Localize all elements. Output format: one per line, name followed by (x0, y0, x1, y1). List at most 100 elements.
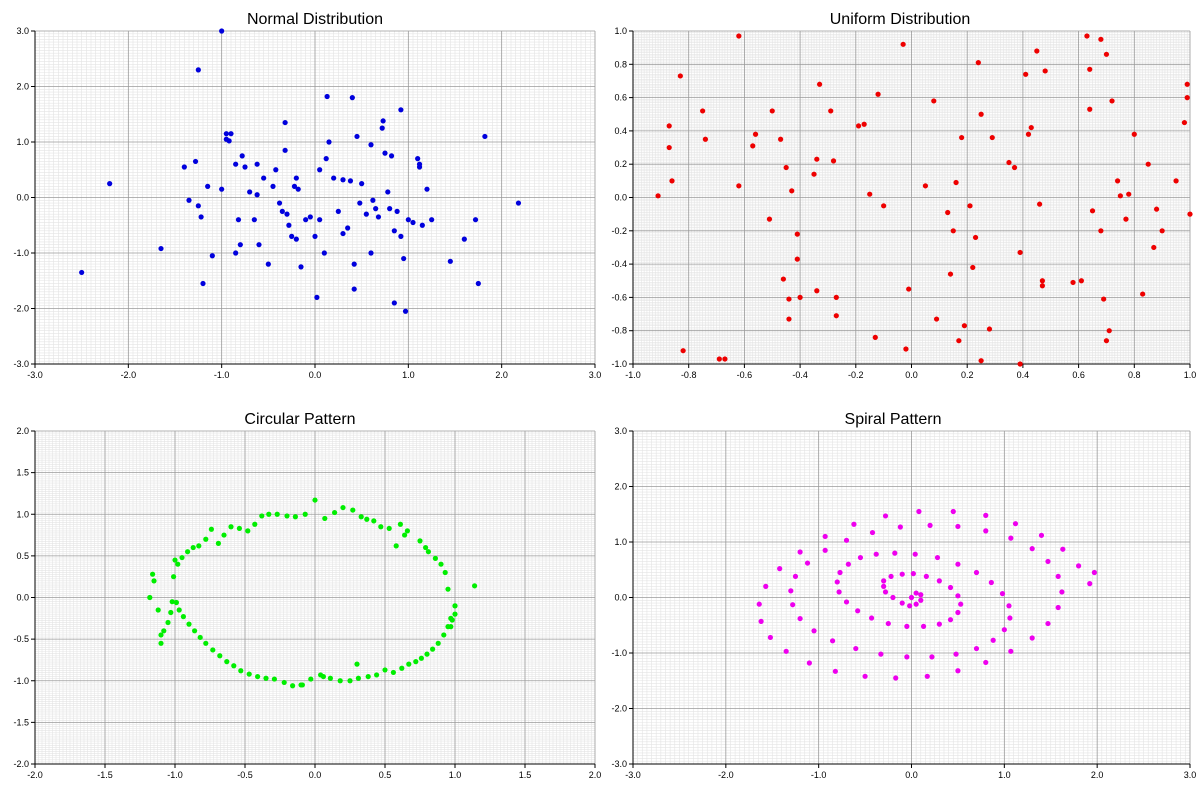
scatter-point (398, 107, 404, 113)
x-tick-label: 0.0 (905, 370, 918, 380)
scatter-point (947, 584, 954, 591)
scatter-point (736, 33, 742, 39)
scatter-point (432, 555, 438, 561)
scatter-point (780, 276, 786, 282)
scatter-point (387, 206, 393, 212)
scatter-point (868, 615, 875, 621)
x-tick-label: 0.0 (309, 770, 322, 780)
scatter-point (955, 523, 961, 530)
scatter-point (1008, 648, 1014, 654)
scatter-point (370, 197, 376, 203)
scatter-point (702, 136, 709, 142)
scatter-point (402, 532, 408, 538)
scatter-point (237, 242, 243, 248)
grid (34, 30, 596, 365)
panel-uniform-distribution: Uniform Distribution -1.0 -0.8 -0.6 -0.4 -0.… (611, 11, 1196, 380)
scatter-point (158, 640, 164, 646)
scatter-point (1103, 338, 1110, 344)
scatter-point (197, 634, 203, 641)
scatter-point (435, 640, 441, 646)
scatter-point (1181, 119, 1188, 126)
scatter-point (394, 208, 400, 214)
scatter-point (354, 661, 360, 667)
y-tick-label: 0.2 (614, 159, 627, 169)
scatter-point (364, 516, 370, 522)
scatter-point (239, 153, 245, 159)
scatter-point (918, 592, 924, 598)
scatter-point (312, 497, 318, 503)
scatter-point (347, 678, 353, 684)
scatter-point (899, 571, 905, 577)
scatter-point (192, 628, 198, 634)
scatter-point (1045, 558, 1051, 565)
scatter-point (472, 583, 478, 589)
scatter-point (1055, 573, 1061, 580)
y-tick-label: -0.5 (13, 634, 29, 644)
scatter-point (828, 108, 834, 114)
y-tick-label: -1.0 (13, 676, 29, 686)
scatter-point (1007, 615, 1013, 621)
scatter-point (228, 524, 234, 530)
scatter-point (923, 573, 929, 580)
scatter-point (385, 189, 391, 195)
scatter-point (1017, 249, 1023, 256)
scatter-point (209, 253, 215, 259)
scatter-point (955, 668, 961, 674)
scatter-point (378, 524, 384, 530)
panel-spiral-pattern: Spiral Pattern -3.0 -2.0 -1.0 0.0 1.0 2.0 3.0-… (611, 411, 1196, 780)
scatter-point (716, 356, 722, 362)
x-tick-label: 0.8 (1128, 370, 1141, 380)
scatter-point (236, 525, 242, 532)
y-tick-label: 1.0 (16, 509, 29, 519)
scatter-point (398, 233, 404, 239)
y-tick-label: -0.2 (611, 226, 627, 236)
scatter-point (822, 547, 828, 553)
scatter-point (322, 515, 328, 522)
scatter-point (1131, 131, 1137, 137)
scatter-point (276, 200, 283, 206)
scatter-point (794, 231, 800, 237)
scatter-point (1145, 161, 1151, 167)
scatter-point (814, 288, 820, 294)
scatter-point (151, 578, 157, 584)
scatter-point (461, 236, 467, 242)
scatter-point (259, 513, 265, 519)
scatter-point (1151, 244, 1157, 251)
scatter-point (936, 621, 942, 627)
scatter-point (910, 571, 916, 577)
scatter-point (961, 323, 968, 329)
scatter-point (223, 131, 229, 137)
scatter-point (1159, 228, 1165, 234)
y-tick-label: 0.0 (16, 593, 29, 603)
scatter-point (1101, 296, 1107, 302)
scatter-point (916, 508, 922, 515)
scatter-point (317, 167, 323, 173)
x-tick-label: -1.0 (167, 770, 183, 780)
scatter-point (936, 578, 942, 584)
scatter-point (391, 300, 397, 306)
scatter-point (442, 569, 448, 576)
scatter-point (445, 624, 451, 630)
scatter-point (371, 518, 377, 524)
y-tick-label: 0.8 (614, 59, 627, 69)
scatter-point (298, 682, 304, 688)
scatter-point (872, 334, 878, 340)
scatter-point (357, 200, 363, 206)
scatter-point (429, 217, 435, 223)
scatter-point (198, 214, 204, 220)
scatter-point (425, 549, 431, 555)
scatter-point (295, 186, 301, 192)
scatter-point (811, 171, 817, 177)
scatter-point (924, 673, 930, 679)
scatter-point (337, 678, 343, 684)
scatter-point (899, 600, 905, 606)
scatter-point (920, 623, 927, 629)
x-tick-label: -0.2 (848, 370, 864, 380)
scatter-point (900, 41, 906, 47)
scatter-point (903, 346, 909, 352)
scatter-point (783, 648, 789, 654)
scatter-point (970, 264, 976, 271)
scatter-point (882, 589, 889, 595)
x-tick-label: 0.0 (905, 770, 918, 780)
